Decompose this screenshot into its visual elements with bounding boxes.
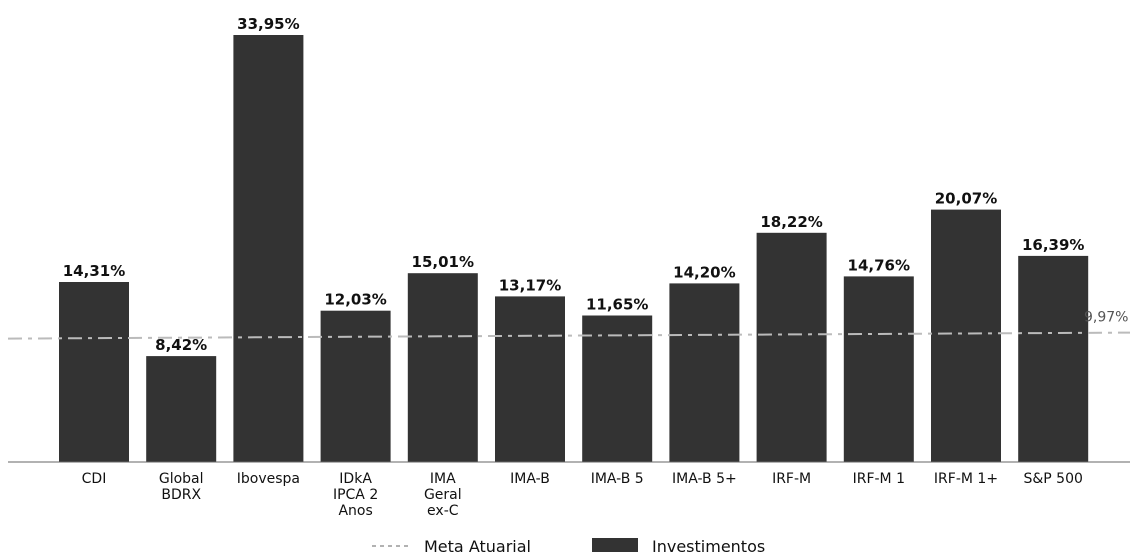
- bar-1: [146, 356, 217, 462]
- bar-7: [669, 283, 740, 462]
- value-label-3: 12,03%: [324, 291, 386, 309]
- value-label-11: 16,39%: [1022, 236, 1084, 254]
- category-label-11: S&P 500: [1023, 471, 1082, 487]
- bar-2: [233, 35, 304, 462]
- meta-atuarial-line: [7, 331, 1131, 340]
- value-label-8: 18,22%: [760, 213, 822, 231]
- legend-investimentos-swatch: [592, 538, 638, 552]
- value-label-6: 11,65%: [586, 296, 648, 314]
- category-label-1: Global BDRX: [159, 471, 204, 503]
- value-label-10: 20,07%: [935, 190, 997, 208]
- bar-10: [931, 209, 1001, 462]
- bar-5: [495, 296, 565, 462]
- meta-atuarial-value-label: 9,97%: [1084, 310, 1128, 326]
- legend: Meta Atuarial Investimentos: [372, 537, 765, 554]
- bar-9: [843, 276, 914, 462]
- legend-meta-label: Meta Atuarial: [424, 537, 531, 554]
- category-label-2: Ibovespa: [237, 471, 300, 487]
- value-label-7: 14,20%: [673, 263, 735, 281]
- value-label-0: 14,31%: [63, 262, 125, 280]
- category-label-3: IDkA IPCA 2 Anos: [333, 471, 378, 519]
- value-label-2: 33,95%: [237, 15, 299, 33]
- legend-investimentos-label: Investimentos: [652, 537, 765, 554]
- category-label-0: CDI: [82, 471, 107, 487]
- value-label-9: 14,76%: [848, 256, 910, 274]
- category-label-10: IRF-M 1+: [934, 471, 998, 487]
- category-label-4: IMA Geral ex-C: [424, 471, 462, 519]
- value-label-4: 15,01%: [412, 253, 474, 271]
- bar-3: [320, 310, 391, 462]
- value-label-1: 8,42%: [155, 336, 207, 354]
- category-label-8: IRF-M: [772, 471, 811, 487]
- category-label-6: IMA-B 5: [591, 471, 644, 487]
- labels-layer: 14,31% CDI 8,42% Global BDRX 33,95% Ibovespa 12…: [63, 15, 1085, 519]
- bar-4: [407, 273, 478, 462]
- bar-0: [59, 282, 129, 462]
- category-label-9: IRF-M 1: [853, 471, 905, 487]
- category-label-5: IMA-B: [510, 471, 550, 487]
- bar-8: [756, 232, 827, 462]
- category-label-7: IMA-B 5+: [672, 471, 737, 487]
- value-label-5: 13,17%: [499, 276, 561, 294]
- bar-11: [1018, 255, 1089, 462]
- meta-atuarial-layer: 9,97%: [7, 310, 1131, 340]
- bars-layer: [59, 35, 1089, 462]
- bar-6: [582, 315, 653, 462]
